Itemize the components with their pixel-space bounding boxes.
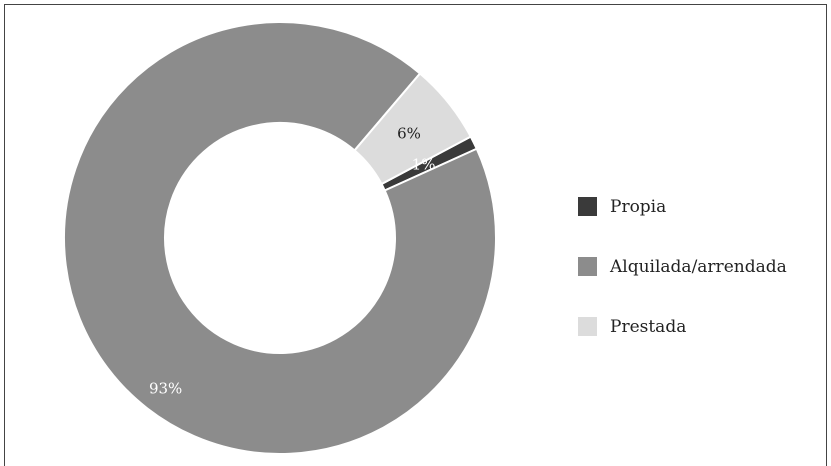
legend-swatch-prestada xyxy=(578,317,597,336)
slice-alquilada-arrendada xyxy=(63,21,497,455)
legend-swatch-propia xyxy=(578,197,597,216)
donut-slice-labels: 1% 93% 6% xyxy=(149,124,435,397)
legend-label-prestada: Prestada xyxy=(610,317,686,337)
legend-label-alquilada-arrendada: Alquilada/arrendada xyxy=(609,257,787,277)
slice-label-prestada: 6% xyxy=(397,124,421,142)
slice-label-propia: 1% xyxy=(412,155,436,173)
donut-slices xyxy=(63,21,497,455)
slice-prestada xyxy=(353,72,473,186)
chart-legend: Propia Alquilada/arrendada Prestada xyxy=(578,197,787,337)
legend-label-propia: Propia xyxy=(610,197,666,217)
slice-label-alquilada-arrendada: 93% xyxy=(149,380,182,398)
legend-swatch-alquilada-arrendada xyxy=(578,257,597,276)
